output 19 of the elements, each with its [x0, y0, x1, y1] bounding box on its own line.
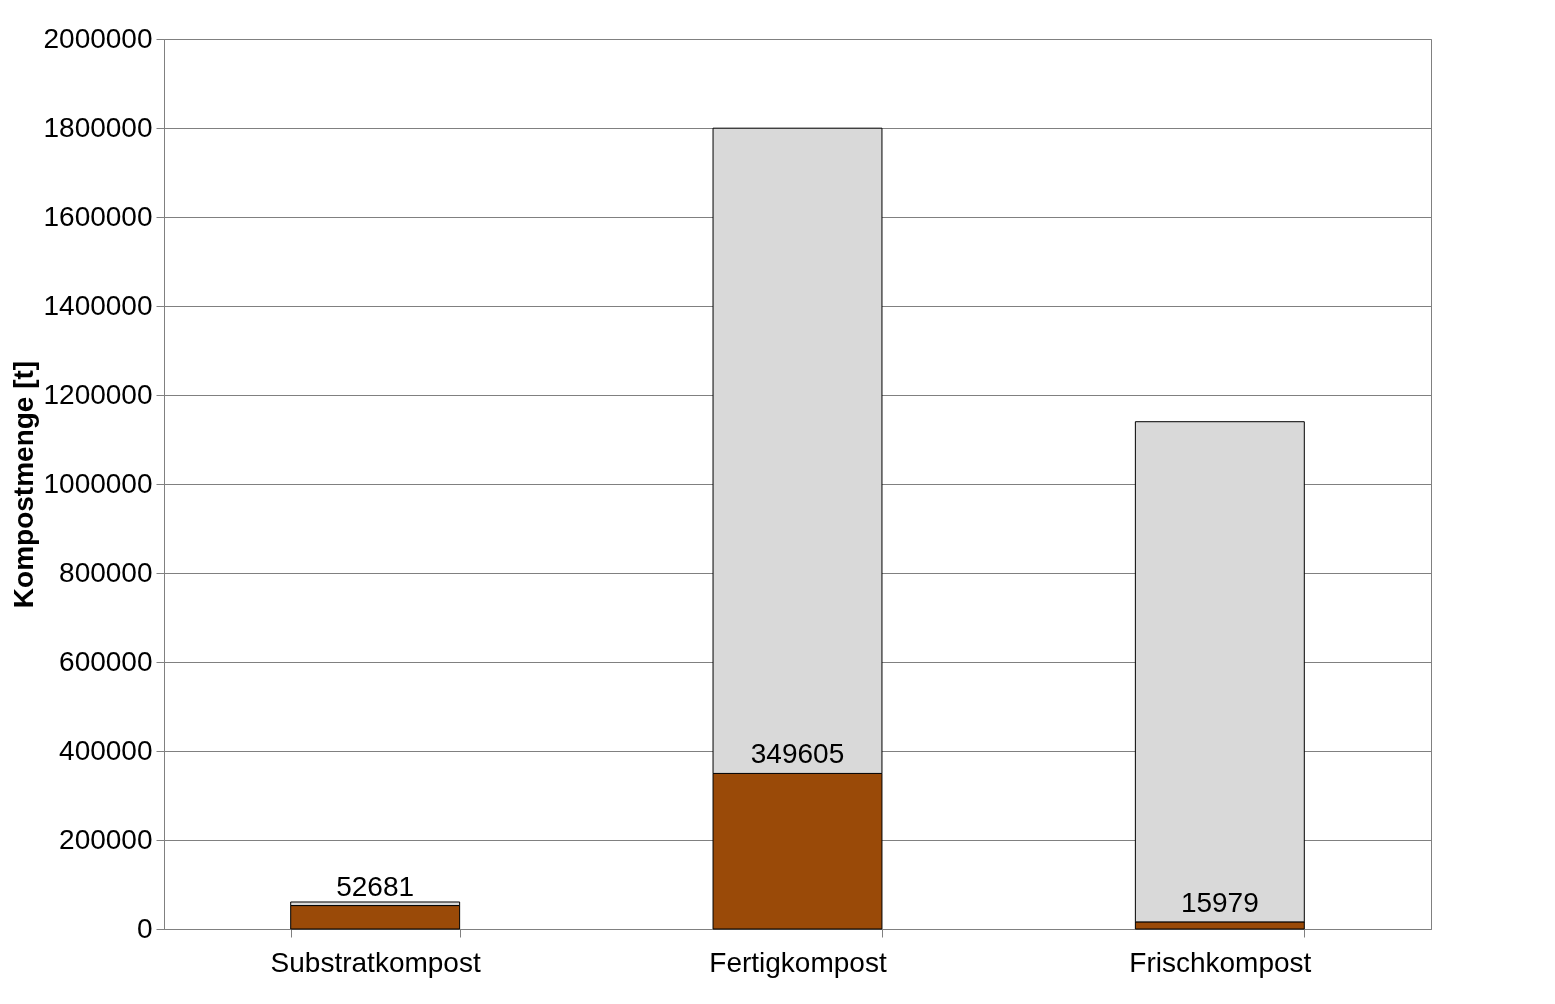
y-tick-label: 600000 — [59, 645, 153, 677]
y-tick-label: 1600000 — [43, 200, 153, 232]
y-tick-label: 800000 — [59, 556, 153, 588]
y-tick-label: 0 — [136, 912, 153, 944]
data-label: 15979 — [1180, 886, 1259, 918]
y-tick-label: 1200000 — [43, 378, 153, 410]
data-label: 349605 — [750, 738, 845, 770]
y-tick-label: 1000000 — [43, 467, 153, 499]
y-tick-label: 2000000 — [43, 22, 153, 54]
y-axis-title: Kompostmenge [t] — [8, 360, 40, 609]
x-tick-label: Substratkompost — [270, 946, 481, 978]
y-tick-label: 1400000 — [43, 289, 153, 321]
y-tick-label: 200000 — [59, 823, 153, 855]
y-tick-label: 1800000 — [43, 111, 153, 143]
x-tick-label: Fertigkompost — [709, 946, 887, 978]
x-tick-label: Frischkompost — [1129, 946, 1312, 978]
y-tick-label: 400000 — [59, 734, 153, 766]
data-label: 52681 — [336, 870, 415, 902]
bar — [290, 905, 461, 930]
